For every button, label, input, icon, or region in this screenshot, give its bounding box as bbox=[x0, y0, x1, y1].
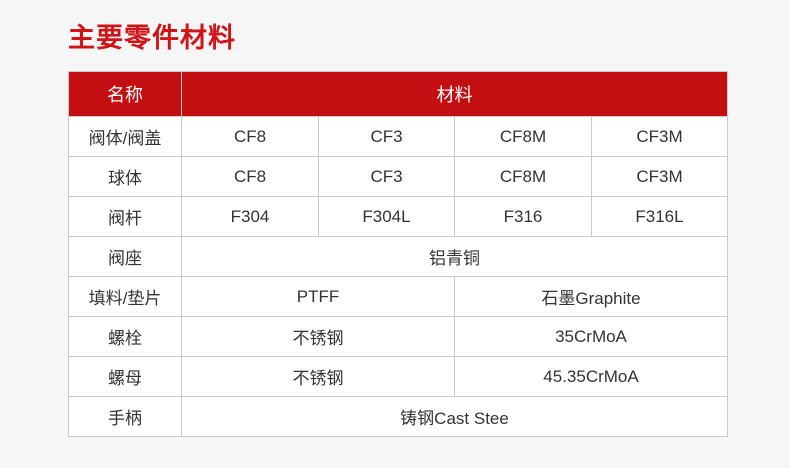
table-row: 阀体/阀盖 CF8 CF3 CF8M CF3M bbox=[68, 116, 728, 157]
row-name-cell: 填料/垫片 bbox=[68, 276, 182, 317]
table-cell: CF3 bbox=[318, 116, 455, 157]
table-cell: CF3M bbox=[591, 116, 728, 157]
row-name-cell: 阀杆 bbox=[68, 196, 182, 237]
table-cell: 35CrMoA bbox=[454, 316, 728, 357]
row-name-cell: 手柄 bbox=[68, 396, 182, 437]
table-cell: F316L bbox=[591, 196, 728, 237]
row-name-cell: 螺栓 bbox=[68, 316, 182, 357]
table-cell: 铝青铜 bbox=[181, 236, 728, 277]
row-name-cell: 阀体/阀盖 bbox=[68, 116, 182, 157]
table-cell: F316 bbox=[454, 196, 592, 237]
table-cell: CF3 bbox=[318, 156, 455, 197]
table-cell: CF8M bbox=[454, 116, 592, 157]
table-cell: 不锈钢 bbox=[181, 316, 455, 357]
table-row: 螺栓 不锈钢 35CrMoA bbox=[68, 316, 728, 357]
table-cell: CF8 bbox=[181, 116, 319, 157]
table-cell: 铸钢Cast Stee bbox=[181, 396, 728, 437]
table-row: 填料/垫片 PTFF 石墨Graphite bbox=[68, 276, 728, 317]
row-name-cell: 球体 bbox=[68, 156, 182, 197]
table-row: 阀座 铝青铜 bbox=[68, 236, 728, 277]
table-row: 球体 CF8 CF3 CF8M CF3M bbox=[68, 156, 728, 197]
table-cell: 45.35CrMoA bbox=[454, 356, 728, 397]
row-name-cell: 阀座 bbox=[68, 236, 182, 277]
materials-table: 名称 材料 阀体/阀盖 CF8 CF3 CF8M CF3M 球体 CF8 CF3… bbox=[68, 71, 728, 437]
row-name-cell: 螺母 bbox=[68, 356, 182, 397]
table-cell: 石墨Graphite bbox=[454, 276, 728, 317]
table-row: 阀杆 F304 F304L F316 F316L bbox=[68, 196, 728, 237]
header-cell-name: 名称 bbox=[68, 71, 182, 117]
table-row: 螺母 不锈钢 45.35CrMoA bbox=[68, 356, 728, 397]
table-cell: F304L bbox=[318, 196, 455, 237]
header-cell-material: 材料 bbox=[181, 71, 728, 117]
table-cell: F304 bbox=[181, 196, 319, 237]
table-cell: CF8M bbox=[454, 156, 592, 197]
table-cell: 不锈钢 bbox=[181, 356, 455, 397]
page-title: 主要零件材料 bbox=[68, 23, 236, 53]
table-row: 手柄 铸钢Cast Stee bbox=[68, 396, 728, 437]
table-cell: CF8 bbox=[181, 156, 319, 197]
table-cell: CF3M bbox=[591, 156, 728, 197]
table-cell: PTFF bbox=[181, 276, 455, 317]
table-header-row: 名称 材料 bbox=[68, 71, 728, 117]
